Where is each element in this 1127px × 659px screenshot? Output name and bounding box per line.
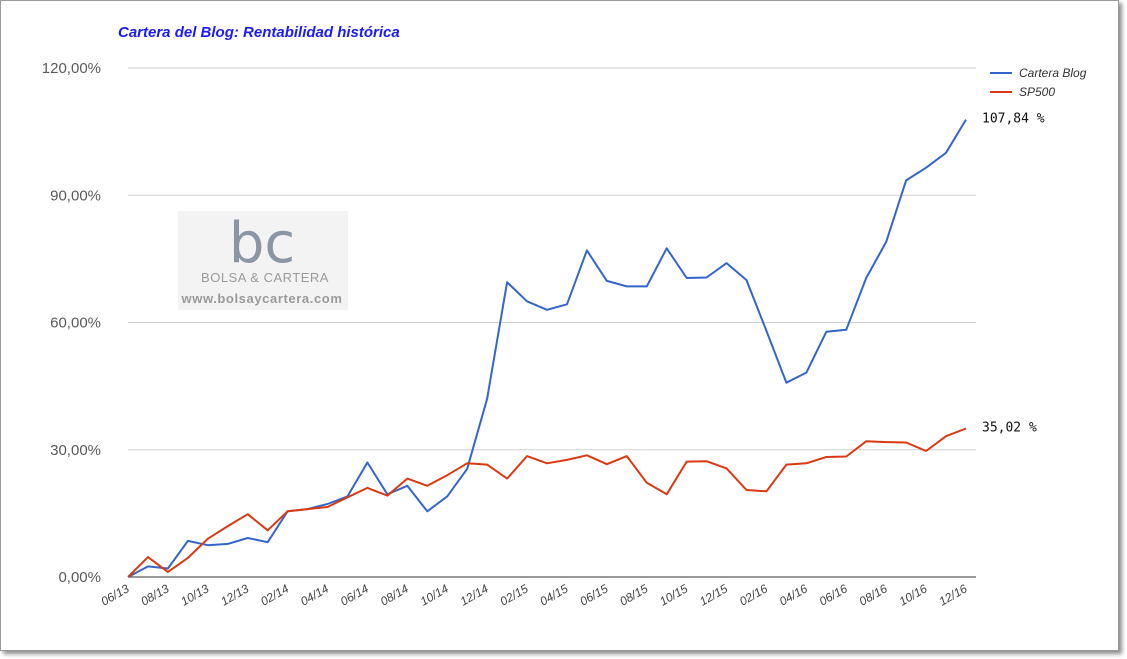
x-tick-label: 10/14 (418, 581, 451, 608)
y-tick-label: 0,00% (58, 569, 101, 586)
y-tick-label: 60,00% (50, 315, 101, 332)
series-lines (127, 119, 967, 578)
y-axis: 0,00% 30,00% 60,00% 90,00% 120,00% (42, 60, 101, 586)
end-label-cartera-blog: 107,84 % (982, 112, 1045, 127)
x-tick-label: 12/14 (458, 581, 491, 608)
x-tick-label: 02/15 (498, 581, 531, 608)
y-tick-label: 120,00% (42, 60, 101, 77)
x-tick-label: 06/14 (338, 581, 371, 608)
x-tick-label: 08/14 (378, 581, 411, 608)
x-tick-label: 04/15 (537, 581, 570, 608)
x-tick-label: 10/13 (178, 581, 211, 608)
watermark: bc BOLSA & CARTERA www.bolsaycartera.com (178, 211, 348, 310)
x-tick-label: 12/13 (218, 581, 251, 608)
x-tick-label: 02/16 (737, 581, 770, 608)
x-tick-label: 04/14 (298, 581, 331, 608)
chart-title: Cartera del Blog: Rentabilidad histórica (118, 24, 400, 41)
x-tick-label: 04/16 (777, 581, 810, 608)
watermark-brand: BOLSA & CARTERA (201, 270, 329, 285)
x-tick-label: 12/15 (697, 581, 730, 608)
x-tick-label: 08/16 (857, 581, 890, 608)
x-tick-label: 10/16 (897, 581, 930, 608)
x-tick-label: 08/13 (138, 581, 171, 608)
x-tick-label: 08/15 (617, 581, 650, 608)
watermark-logo: bc (229, 211, 295, 276)
x-tick-label: 02/14 (258, 581, 291, 608)
series-line-sp500 (127, 427, 967, 578)
y-tick-label: 30,00% (50, 442, 101, 459)
y-tick-label: 90,00% (50, 187, 101, 204)
end-label-sp500: 35,02 % (982, 420, 1037, 435)
x-tick-label: 06/16 (817, 581, 850, 608)
watermark-background (178, 211, 348, 310)
gridlines (128, 67, 976, 578)
x-tick-label: 06/15 (577, 581, 610, 608)
legend-label: SP500 (1019, 85, 1055, 99)
x-tick-label: 12/16 (936, 581, 969, 608)
legend-label: Cartera Blog (1019, 66, 1087, 80)
legend: Cartera Blog SP500 (990, 66, 1087, 99)
x-tick-label: 06/13 (98, 581, 131, 608)
end-labels: 107,84 % 35,02 % (982, 112, 1045, 436)
x-axis: 06/13 08/13 10/13 12/13 02/14 04/14 06/14 08/14… (98, 581, 969, 608)
watermark-url: www.bolsaycartera.com (181, 291, 343, 306)
x-tick-label: 10/15 (657, 581, 690, 608)
series-line-cartera-blog (127, 119, 967, 578)
